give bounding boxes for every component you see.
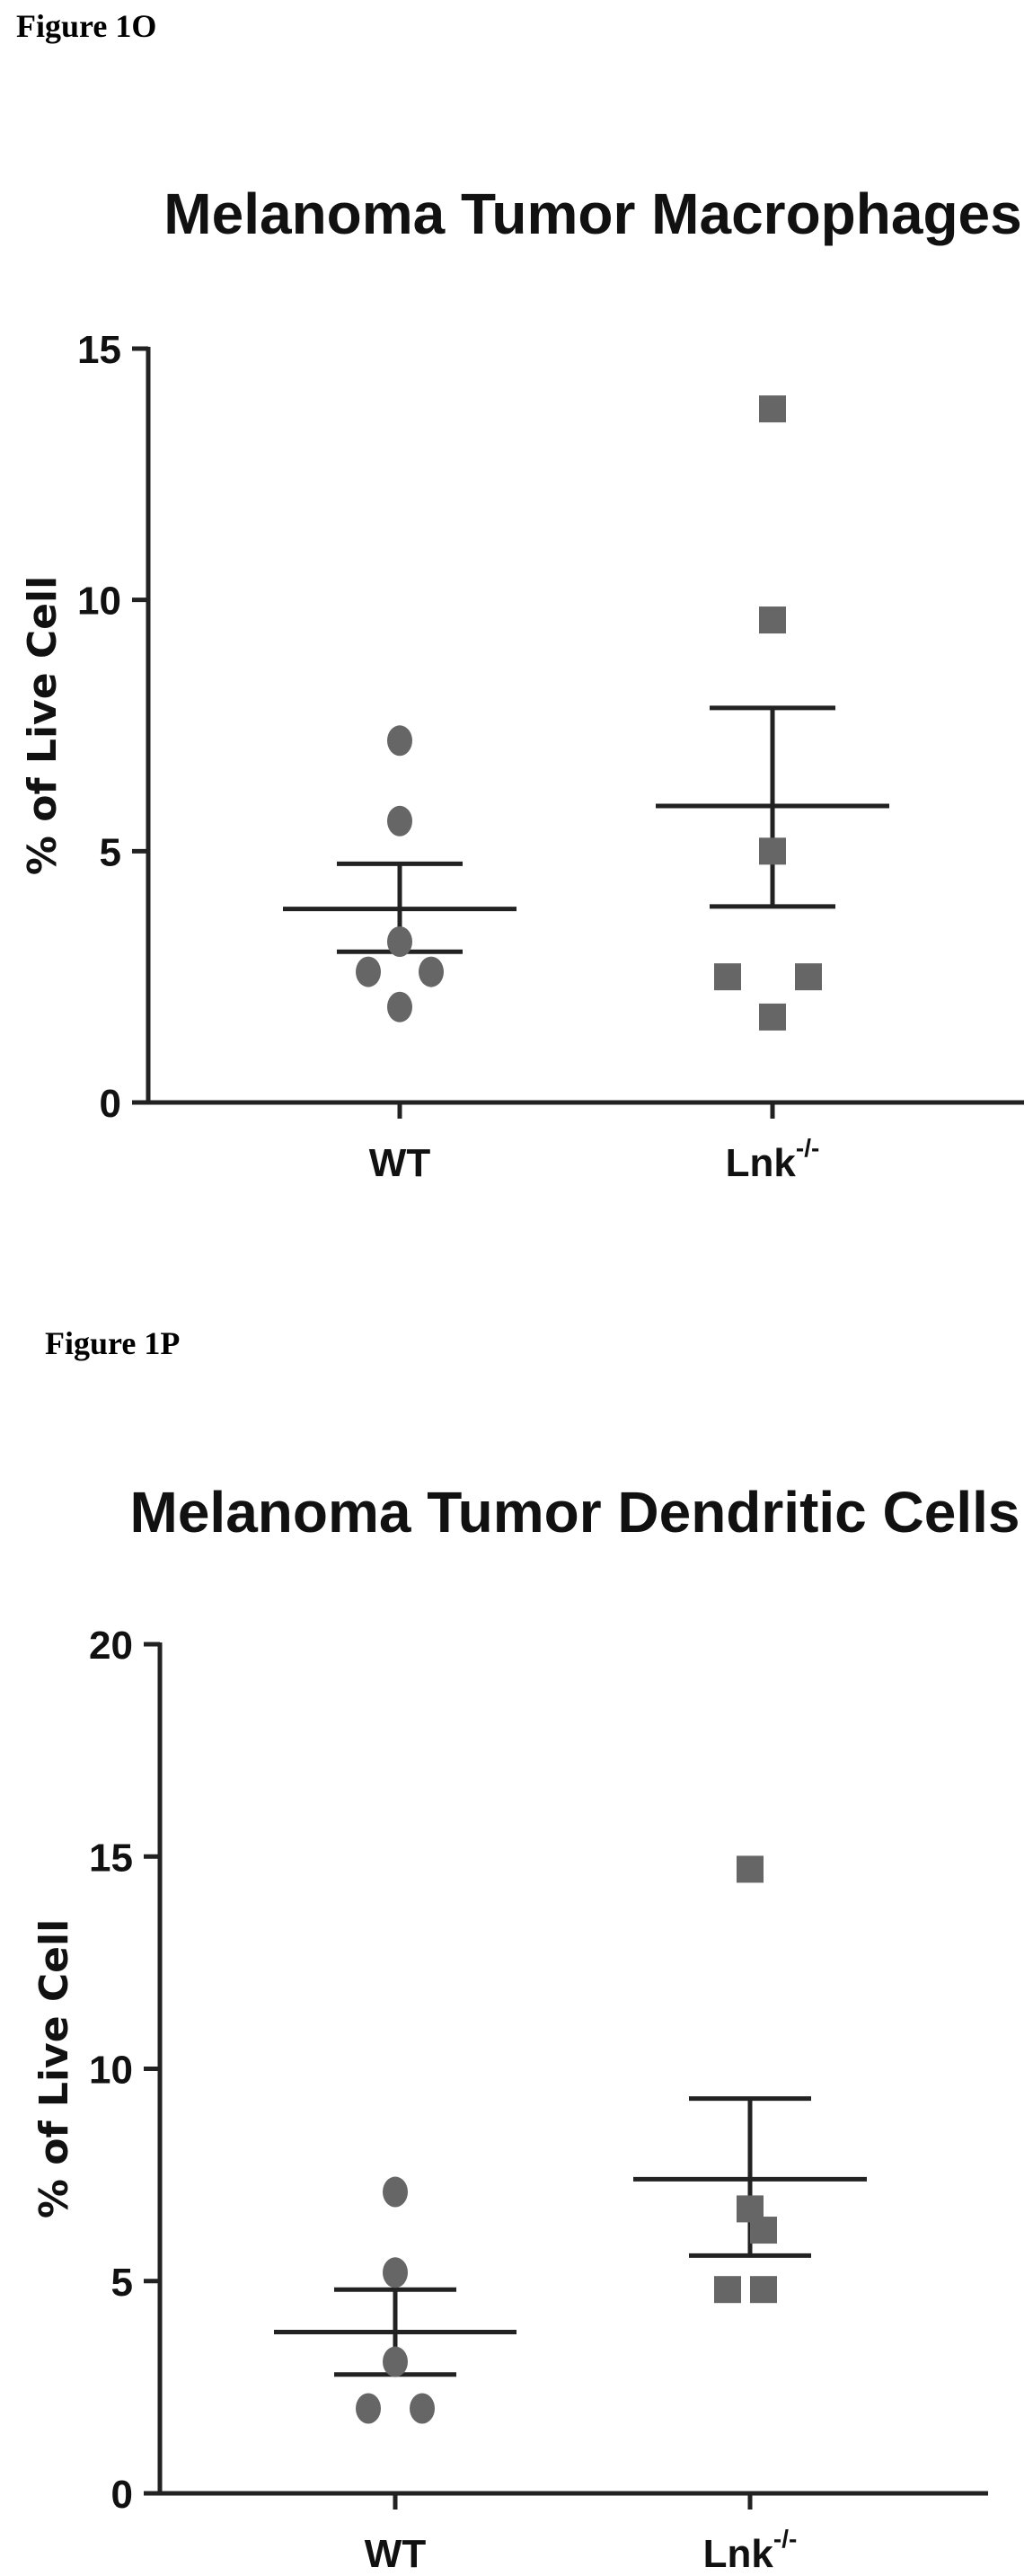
data-point-wt	[356, 956, 381, 987]
data-point-lnk	[714, 2276, 741, 2304]
data-point-lnk	[759, 1003, 786, 1031]
y-tick-label: 10	[77, 580, 121, 624]
x-tick-label: Lnk-/-	[726, 1134, 820, 1185]
data-point-lnk	[795, 963, 822, 991]
chart-title: Melanoma Tumor Macrophages	[163, 181, 1021, 246]
data-point-lnk	[750, 2217, 777, 2244]
y-tick-label: 5	[111, 2261, 133, 2305]
chart-title: Melanoma Tumor Dendritic Cells	[130, 1480, 1020, 1545]
data-point-wt	[410, 2393, 435, 2424]
y-tick-label: 5	[100, 830, 121, 874]
figure-label-1p: Figure 1P	[45, 1325, 181, 1361]
data-point-wt	[387, 926, 412, 958]
data-point-wt	[383, 2257, 408, 2288]
y-tick-label: 15	[77, 328, 121, 372]
data-point-wt	[383, 2346, 408, 2377]
macrophages-chart: Melanoma Tumor Macrophages % of Live Cell…	[20, 181, 1024, 1185]
figure-label-1o: Figure 1O	[16, 8, 157, 44]
y-tick-label: 10	[89, 2049, 133, 2093]
y-tick-label: 0	[100, 1082, 121, 1126]
data-point-lnk	[737, 1855, 764, 1883]
data-point-lnk	[759, 606, 786, 634]
data-point-lnk	[759, 395, 786, 423]
data-point-lnk	[750, 2276, 777, 2304]
y-axis-label: % of Live Cell	[31, 1919, 77, 2218]
y-tick-label: 15	[89, 1836, 133, 1880]
dendritic-cells-chart: Melanoma Tumor Dendritic Cells % of Live …	[31, 1480, 1020, 2576]
y-tick-label: 20	[89, 1624, 133, 1668]
x-tick-label: WT	[369, 1141, 431, 1185]
data-point-lnk	[714, 963, 741, 991]
data-point-wt	[383, 2176, 408, 2208]
y-tick-label: 0	[111, 2473, 133, 2517]
data-point-wt	[387, 725, 412, 757]
x-tick-label: WT	[365, 2532, 427, 2576]
data-point-wt	[387, 991, 412, 1022]
x-tick-label: Lnk-/-	[703, 2525, 798, 2576]
data-point-wt	[419, 956, 444, 987]
data-point-wt	[356, 2393, 381, 2424]
data-point-lnk	[759, 837, 786, 865]
y-axis-label: % of Live Cell	[20, 576, 66, 875]
data-point-wt	[387, 805, 412, 837]
